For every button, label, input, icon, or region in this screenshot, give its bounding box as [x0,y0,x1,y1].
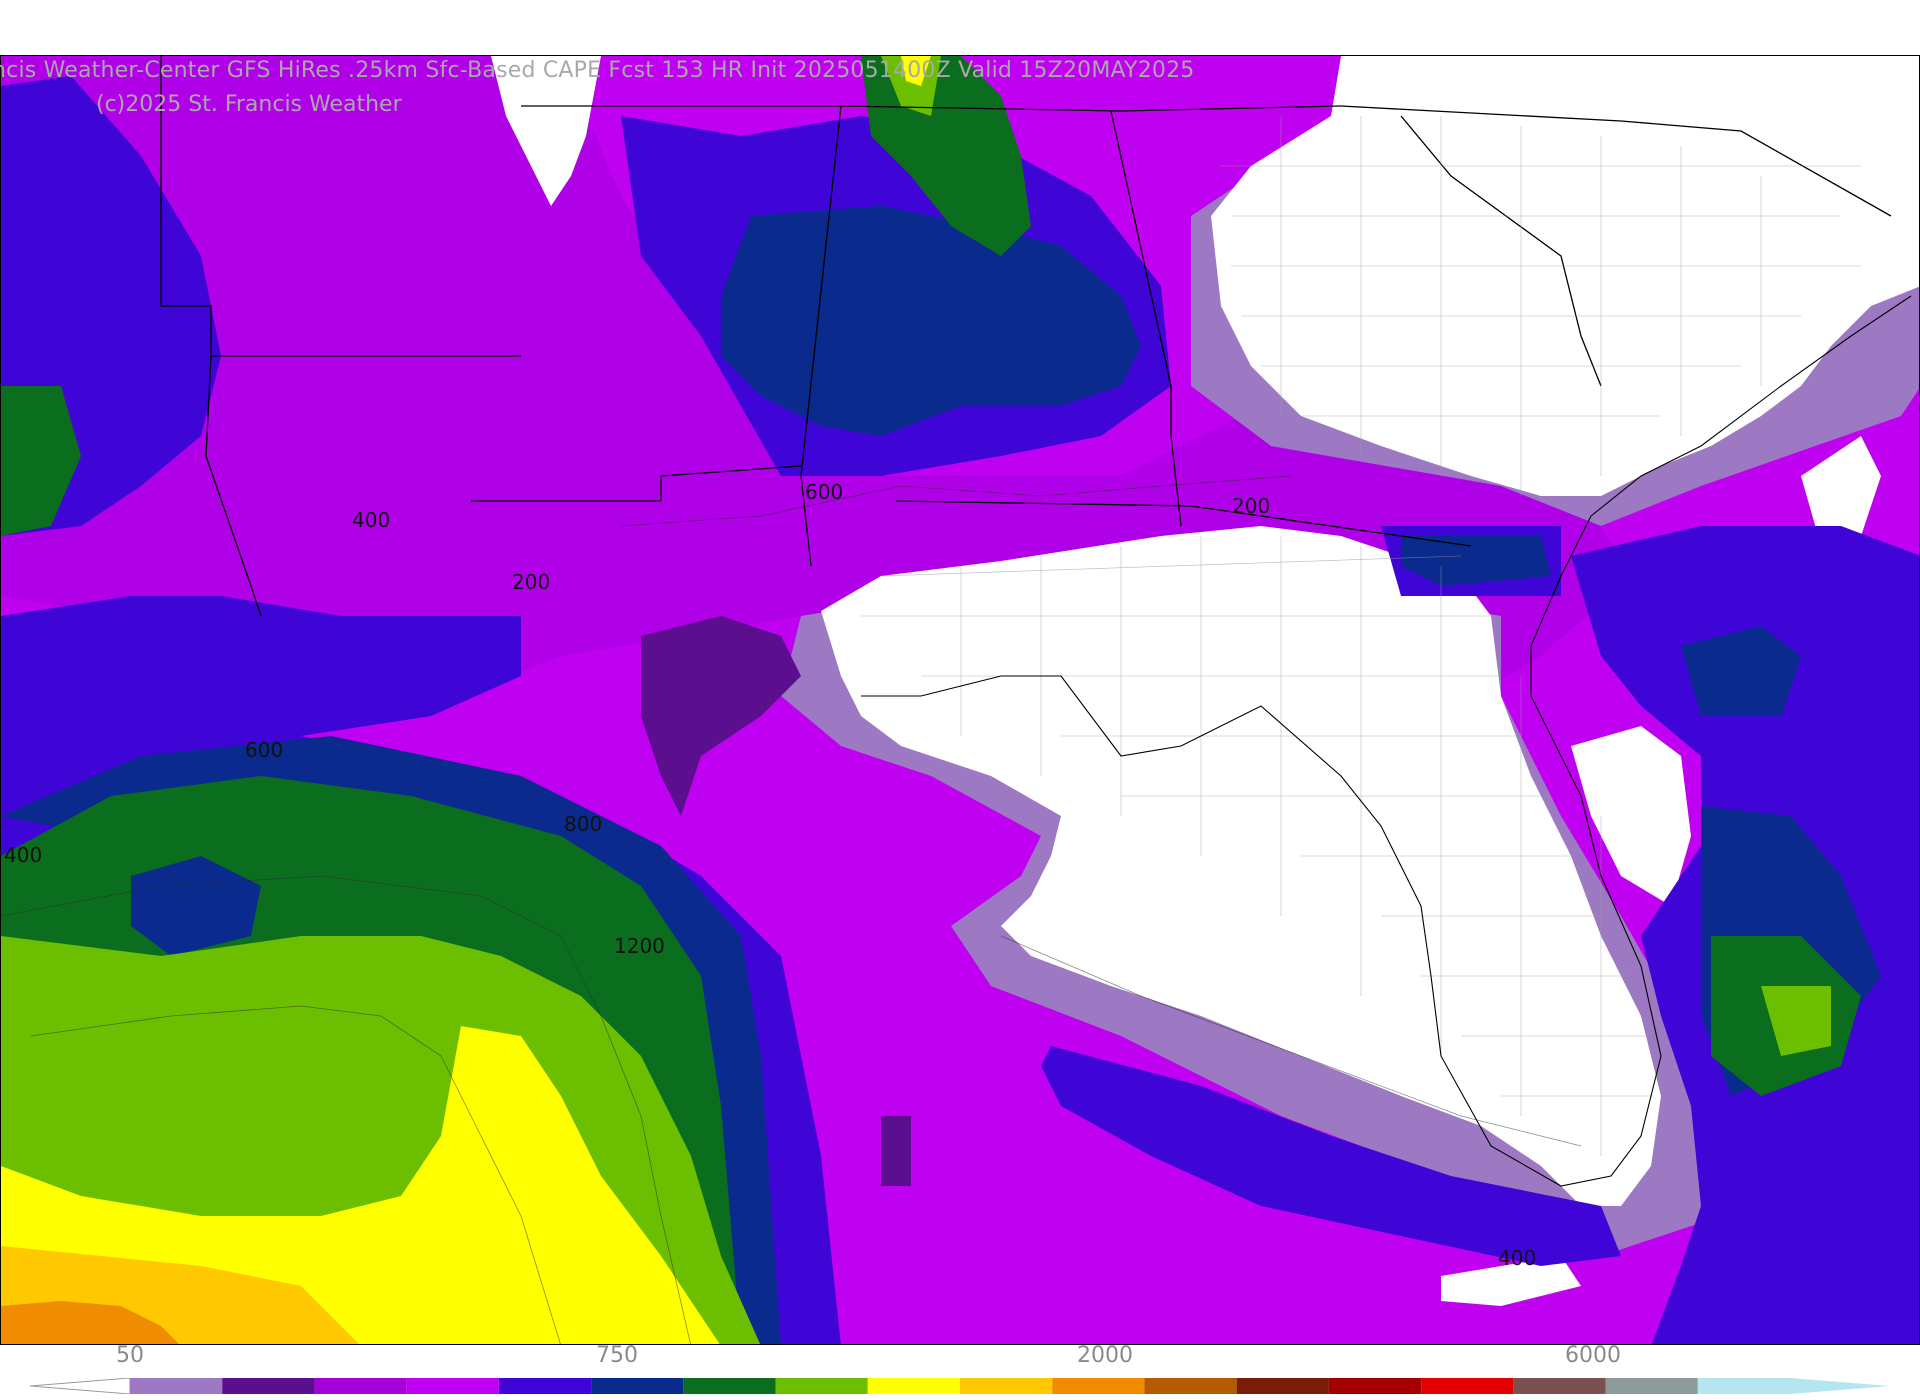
colorbar-swatch [1052,1378,1145,1394]
colorbar [30,1378,1890,1394]
colorbar-swatch [222,1378,315,1394]
colorbar-swatch [775,1378,868,1394]
no-cape-land-ga-fl [821,526,1661,1206]
colorbar-swatch [498,1378,592,1394]
colorbar-under-arrow [30,1378,131,1394]
colorbar-swatch [960,1378,1053,1394]
no-cape-land-keys [1441,1256,1581,1306]
copyright-text: (c)2025 St. Francis Weather [96,92,402,117]
cape-zone-blue [1,596,521,876]
cape-zone-dark-purple [881,1116,911,1186]
cape-zone-navy [1681,626,1801,716]
cape-zone-green [1,386,81,536]
colorbar-tick-label: 750 [596,1343,638,1368]
cape-zone-navy [131,856,261,956]
cape-zone-dark-purple [641,616,801,816]
map-title: ncis Weather-Center GFS HiRes .25km Sfc-… [0,58,1195,83]
contour-label-1200: 1200 [614,934,665,958]
contour-label-400: 400 [1498,1246,1537,1270]
contour-label-600: 600 [805,480,844,504]
contour-label-200: 200 [512,570,551,594]
colorbar-swatch [1697,1378,1790,1394]
cape-zone-blue [1041,1046,1621,1266]
colorbar-swatch [591,1378,684,1394]
no-cape-land-miss-river [491,56,601,206]
no-cape-land-mid-fl-coast [1571,726,1691,906]
cape-map [1,56,1919,1344]
colorbar-swatch [1236,1378,1329,1394]
cape-zone-navy [1401,536,1551,586]
contour-label-400: 400 [352,508,391,532]
cape-zone-navy [721,206,1141,436]
colorbar-tick-label: 2000 [1077,1343,1133,1368]
county-borders [861,116,1861,1156]
cape-zone-yellow [901,56,931,86]
no-cape-land-outer-banks [1801,436,1881,546]
colorbar-swatch [314,1378,407,1394]
colorbar-swatch [1328,1378,1422,1394]
colorbar-over-arrow [1790,1378,1890,1394]
cape-contours [1,475,1582,1344]
cape-zone-yellow-green [1761,986,1831,1056]
cape-zone-orange [1,1301,179,1344]
map-panel [0,55,1920,1345]
colorbar-tick-label: 6000 [1565,1343,1621,1368]
colorbar-tick-label: 50 [116,1343,144,1368]
colorbar-swatch [1144,1378,1237,1394]
colorbar-swatch [406,1378,499,1394]
colorbar-swatch [683,1378,776,1394]
colorbar-swatch [1421,1378,1514,1394]
coastline [861,295,1912,1187]
contour-label-800: 800 [564,812,603,836]
colorbar-swatch [867,1378,960,1394]
state-borders [160,56,1892,617]
colorbar-swatch [1513,1378,1606,1394]
contour-label-200: 200 [1232,494,1271,518]
contour-label-600: 600 [245,738,284,762]
colorbar-swatch [130,1378,223,1394]
colorbar-swatch [1605,1378,1698,1394]
contour-label-400: 400 [4,843,43,867]
